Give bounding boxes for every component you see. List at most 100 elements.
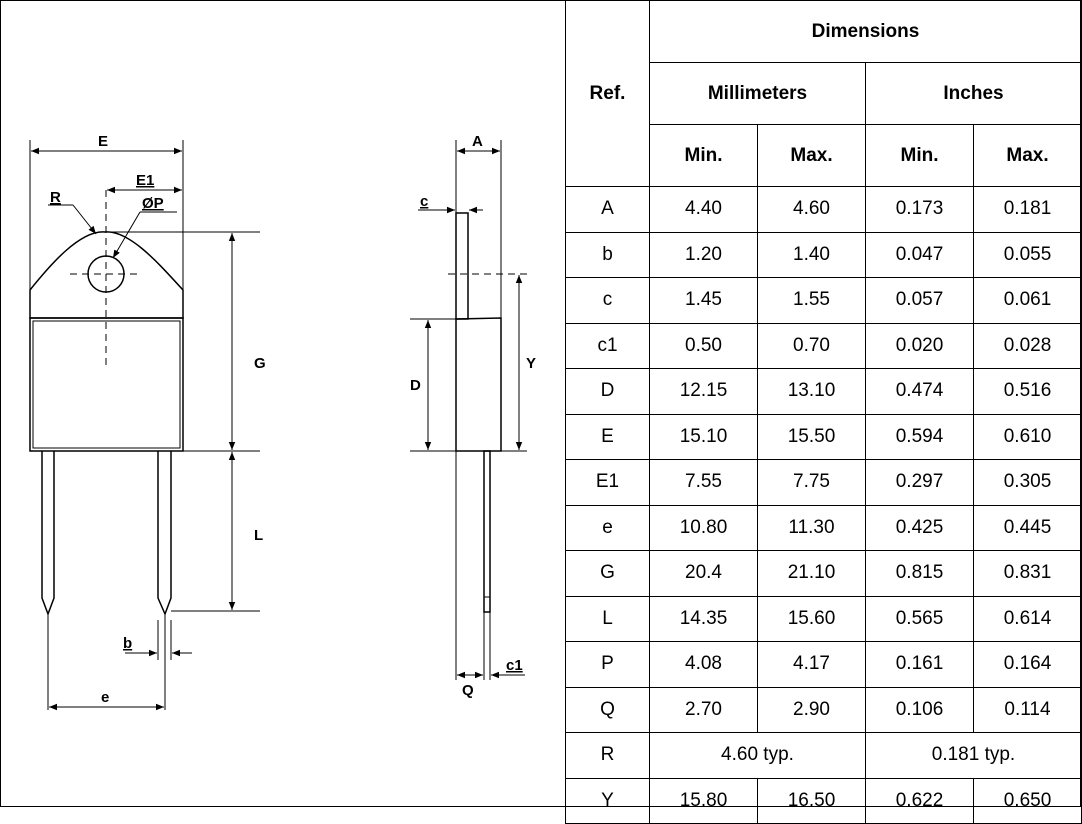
table-row: b 1.20 1.40 0.047 0.055 (565, 231, 1082, 278)
ref-cell: e (565, 504, 650, 551)
table-row: L 14.35 15.60 0.565 0.614 (565, 595, 1082, 642)
in-min-cell: 0.594 (865, 413, 974, 460)
front-view (29, 140, 260, 710)
in-min-cell: 0.106 (865, 686, 974, 733)
ref-cell: c1 (565, 322, 650, 369)
mm-min-cell: 1.20 (649, 231, 758, 278)
mm-min-cell: 7.55 (649, 459, 758, 506)
side-body (455, 317, 502, 452)
in-max-cell: 0.614 (973, 595, 1082, 642)
label-R: R (50, 189, 61, 206)
table-row: P 4.08 4.17 0.161 0.164 (565, 641, 1082, 688)
table-row: G 20.4 21.10 0.815 0.831 (565, 550, 1082, 597)
label-c1: c1 (506, 657, 523, 674)
in-max-cell: 0.055 (973, 231, 1082, 278)
label-A: A (472, 133, 483, 150)
label-e: e (101, 689, 109, 706)
in-min-cell: 0.057 (865, 277, 974, 324)
table-row: E 15.10 15.50 0.594 0.610 (565, 413, 1082, 460)
mm-max-cell: 15.60 (757, 595, 866, 642)
table-row: c1 0.50 0.70 0.020 0.028 (565, 322, 1082, 369)
side-lead (483, 450, 491, 613)
side-tab (455, 212, 469, 320)
mm-max-cell: 11.30 (757, 504, 866, 551)
front-body (29, 317, 184, 452)
table-row: R 4.60 typ. 0.181 typ. (565, 732, 1082, 779)
dimensions-table: Ref. Dimensions Millimeters Inches Min. … (565, 0, 1082, 824)
mm-max-header: Max. (757, 124, 866, 187)
table-row: e 10.80 11.30 0.425 0.445 (565, 504, 1082, 551)
in-max-cell: 0.181 (973, 186, 1082, 233)
mm-max-cell: 16.50 (757, 777, 866, 824)
in-max-cell: 0.164 (973, 641, 1082, 688)
label-b: b (123, 635, 132, 652)
in-min-cell: 0.474 (865, 368, 974, 415)
mm-max-cell: 13.10 (757, 368, 866, 415)
label-E1: E1 (136, 172, 154, 189)
in-min-cell: 0.047 (865, 231, 974, 278)
label-Y: Y (526, 355, 536, 372)
label-E: E (98, 133, 108, 150)
in-max-cell: 0.028 (973, 322, 1082, 369)
ref-cell: L (565, 595, 650, 642)
mm-min-header: Min. (649, 124, 758, 187)
lead-left (41, 451, 55, 617)
in-max-cell: 0.445 (973, 504, 1082, 551)
mm-min-cell: 2.70 (649, 686, 758, 733)
mm-typ-cell: 4.60 typ. (649, 732, 866, 779)
in-max-cell: 0.831 (973, 550, 1082, 597)
in-min-cell: 0.565 (865, 595, 974, 642)
mm-min-cell: 4.40 (649, 186, 758, 233)
table-row: Y 15.80 16.50 0.622 0.650 (565, 777, 1082, 824)
front-dimensions (31, 147, 236, 711)
ref-cell: G (565, 550, 650, 597)
in-min-header: Min. (865, 124, 974, 187)
mm-max-cell: 21.10 (757, 550, 866, 597)
label-G: G (254, 355, 266, 372)
ref-cell: b (565, 231, 650, 278)
mm-min-cell: 10.80 (649, 504, 758, 551)
dimension-labels: E E1 R ØP G L b e A c D Y Q c1 (50, 133, 536, 706)
mm-min-cell: 14.35 (649, 595, 758, 642)
ref-cell: P (565, 641, 650, 688)
in-min-cell: 0.297 (865, 459, 974, 506)
mm-min-cell: 20.4 (649, 550, 758, 597)
in-max-cell: 0.650 (973, 777, 1082, 824)
lead-right (157, 451, 172, 616)
mm-min-cell: 4.08 (649, 641, 758, 688)
in-min-cell: 0.161 (865, 641, 974, 688)
label-L: L (254, 527, 263, 544)
table-row: c 1.45 1.55 0.057 0.061 (565, 277, 1082, 324)
in-min-cell: 0.425 (865, 504, 974, 551)
in-max-cell: 0.114 (973, 686, 1082, 733)
table-row: E1 7.55 7.75 0.297 0.305 (565, 459, 1082, 506)
mm-max-cell: 7.75 (757, 459, 866, 506)
ref-cell: D (565, 368, 650, 415)
ref-cell: c (565, 277, 650, 324)
in-max-header: Max. (973, 124, 1082, 187)
label-Q: Q (462, 682, 474, 699)
ref-cell: Y (565, 777, 650, 824)
in-typ-cell: 0.181 typ. (865, 732, 1082, 779)
inches-header: Inches (865, 62, 1082, 125)
in-min-cell: 0.020 (865, 322, 974, 369)
mm-min-cell: 12.15 (649, 368, 758, 415)
package-outline-drawing: E E1 R ØP G L b e A c D Y Q c1 (29, 133, 536, 711)
label-D: D (410, 377, 421, 394)
ref-cell: E1 (565, 459, 650, 506)
mm-max-cell: 0.70 (757, 322, 866, 369)
mm-max-cell: 4.60 (757, 186, 866, 233)
label-c: c (420, 193, 428, 210)
in-max-cell: 0.305 (973, 459, 1082, 506)
in-max-cell: 0.061 (973, 277, 1082, 324)
side-dimensions (418, 147, 525, 679)
ref-cell: R (565, 732, 650, 779)
dimensions-header: Dimensions (649, 0, 1082, 63)
mm-max-cell: 1.40 (757, 231, 866, 278)
mm-min-cell: 15.10 (649, 413, 758, 460)
ref-header: Ref. (565, 0, 650, 187)
in-min-cell: 0.173 (865, 186, 974, 233)
ref-cell: E (565, 413, 650, 460)
table-row: A 4.40 4.60 0.173 0.181 (565, 186, 1082, 233)
in-max-cell: 0.610 (973, 413, 1082, 460)
